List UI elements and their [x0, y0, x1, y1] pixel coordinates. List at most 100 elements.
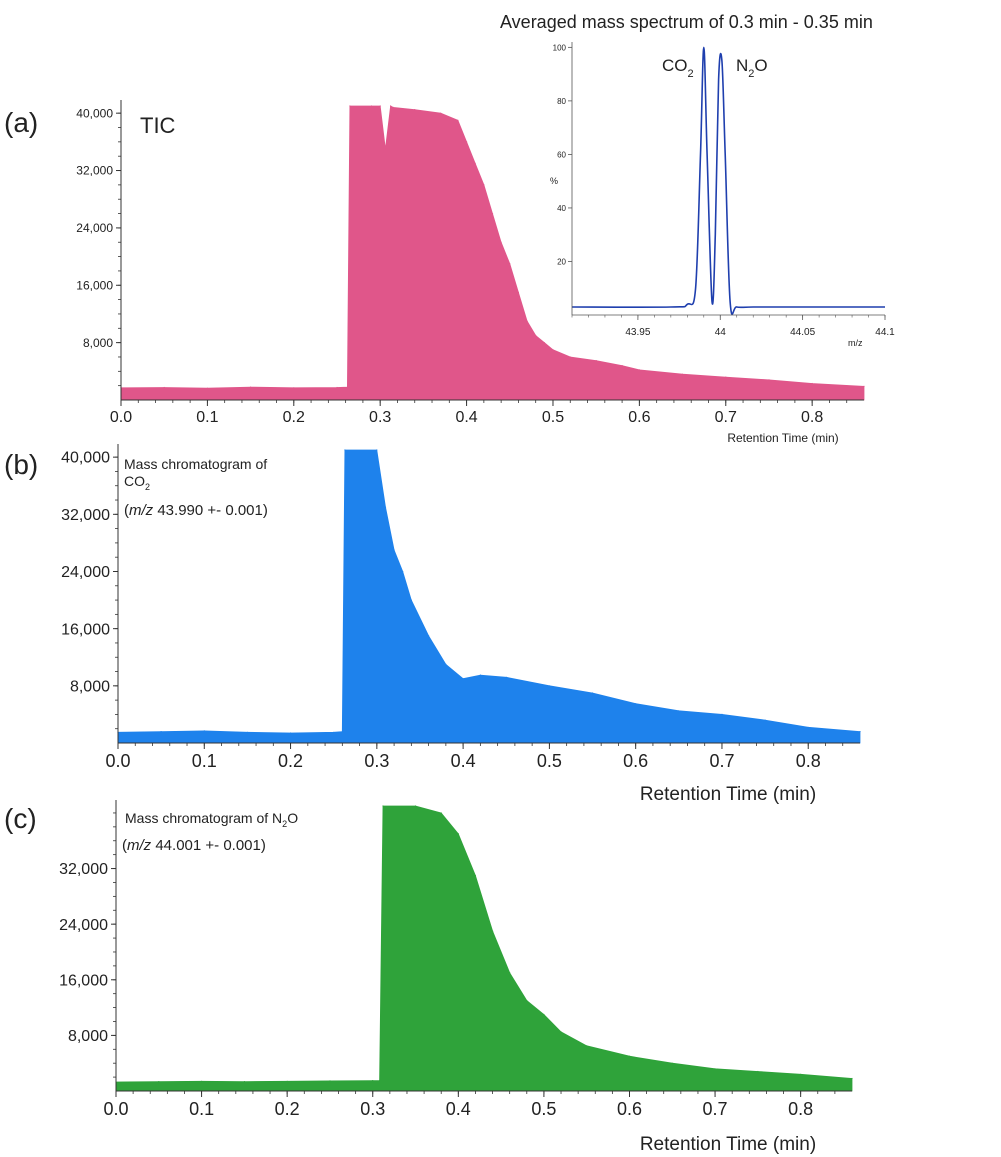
data-point-c-21	[715, 1068, 716, 1069]
inset-x-tick-label-3: 44.1	[875, 327, 895, 338]
data-point-a-3	[250, 387, 251, 388]
x-tick-label-b-5: 0.5	[537, 751, 562, 771]
panel-b-area	[117, 449, 860, 743]
inset-y-tick-label-4: 100	[553, 43, 567, 52]
panel-c-label-line2: (m/z 44.001 +- 0.001)	[122, 837, 266, 854]
data-point-a-34	[812, 383, 813, 384]
data-point-a-9	[380, 105, 381, 106]
y-tick-label-b-0: 8,000	[70, 678, 110, 695]
x-tick-label-a-2: 0.2	[283, 409, 305, 426]
inset-x-tick-label-2: 44.05	[790, 327, 815, 338]
data-point-b-2	[204, 730, 205, 731]
y-tick-label-b-3: 32,000	[61, 507, 110, 524]
panel-b-letter: (b)	[4, 449, 38, 480]
x-tick-label-b-3: 0.3	[364, 751, 389, 771]
data-point-b-1	[161, 731, 162, 732]
data-point-c-14	[509, 972, 510, 973]
inset-title: Averaged mass spectrum of 0.3 min - 0.35…	[500, 12, 873, 32]
data-point-b-6	[342, 731, 343, 732]
y-tick-label-c-2: 24,000	[59, 917, 108, 934]
y-tick-label-b-1: 16,000	[61, 621, 110, 638]
data-point-a-20	[501, 242, 502, 243]
data-point-a-15	[457, 120, 458, 121]
data-point-c-19	[629, 1056, 630, 1057]
x-tick-label-c-6: 0.6	[617, 1099, 642, 1119]
panel-a-letter: (a)	[4, 107, 38, 138]
data-point-a-8	[371, 105, 372, 106]
data-point-a-11	[390, 105, 391, 106]
data-point-b-19	[592, 692, 593, 693]
data-point-a-32	[725, 377, 726, 378]
panel-a-label: TIC	[140, 113, 176, 138]
data-point-a-26	[552, 349, 553, 350]
data-point-b-7	[344, 449, 345, 450]
inset-xlabel: m/z	[848, 338, 863, 348]
panel-c-n2o: (c) Mass chromatogram of N2O (m/z 44.001…	[4, 800, 853, 1155]
data-point-c-10	[441, 812, 442, 813]
data-point-a-10	[385, 148, 386, 149]
data-point-c-7	[379, 1080, 380, 1081]
data-point-a-4	[293, 387, 294, 388]
data-point-b-4	[290, 732, 291, 733]
data-point-a-13	[414, 109, 415, 110]
data-point-b-23	[765, 720, 766, 721]
y-tick-label-a-2: 24,000	[76, 221, 113, 235]
x-tick-label-c-3: 0.3	[360, 1099, 385, 1119]
y-tick-label-c-3: 32,000	[59, 861, 108, 878]
data-point-a-7	[349, 105, 350, 106]
data-point-c-9	[415, 805, 416, 806]
data-point-b-9	[385, 507, 386, 508]
data-point-a-28	[596, 360, 597, 361]
data-point-b-14	[445, 664, 446, 665]
data-point-a-30	[639, 369, 640, 370]
data-point-a-14	[440, 113, 441, 114]
data-point-b-25	[859, 731, 860, 732]
data-point-a-17	[475, 163, 476, 164]
data-point-a-21	[509, 263, 510, 264]
data-point-c-12	[475, 875, 476, 876]
data-point-a-2	[207, 388, 208, 389]
x-tick-label-b-1: 0.1	[192, 751, 217, 771]
x-tick-label-c-7: 0.7	[703, 1099, 728, 1119]
data-point-b-17	[506, 677, 507, 678]
data-point-b-21	[678, 710, 679, 711]
data-point-b-20	[635, 703, 636, 704]
data-point-c-24	[851, 1078, 852, 1079]
data-point-a-29	[622, 365, 623, 366]
data-point-c-5	[329, 1080, 330, 1081]
data-point-a-31	[682, 374, 683, 375]
inset-mass-spectrum: Averaged mass spectrum of 0.3 min - 0.35…	[500, 12, 895, 348]
x-tick-label-a-0: 0.0	[110, 409, 132, 426]
panel-b-co2: (b) 0.0 0.1 0.2 0.3 0.4 0.5 0.6 0.7 0.88,00016,0…	[4, 444, 861, 805]
data-point-a-1	[164, 387, 165, 388]
data-point-a-23	[527, 321, 528, 322]
data-point-a-6	[347, 387, 348, 388]
x-tick-label-a-3: 0.3	[369, 409, 391, 426]
data-point-b-8	[376, 449, 377, 450]
data-point-a-16	[466, 141, 467, 142]
data-point-a-19	[492, 213, 493, 214]
data-point-a-22	[518, 292, 519, 293]
data-point-c-20	[672, 1063, 673, 1064]
data-point-a-35	[863, 386, 864, 387]
inset-y-tick-label-3: 80	[557, 97, 566, 106]
data-point-c-23	[800, 1074, 801, 1075]
x-tick-label-b-7: 0.7	[709, 751, 734, 771]
panel-a-xlabel: Retention Time (min)	[727, 431, 838, 445]
data-point-b-3	[247, 732, 248, 733]
data-point-c-4	[287, 1081, 288, 1082]
inset-y-tick-label-2: 60	[557, 150, 566, 159]
data-point-c-13	[492, 931, 493, 932]
x-tick-label-c-1: 0.1	[189, 1099, 214, 1119]
y-tick-label-a-1: 16,000	[76, 278, 113, 292]
data-point-a-24	[535, 335, 536, 336]
inset-x-tick-label-1: 44	[715, 327, 727, 338]
data-point-c-11	[458, 833, 459, 834]
panel-c-letter: (c)	[4, 803, 37, 834]
inset-y-tick-label-0: 20	[557, 257, 566, 266]
x-tick-label-a-4: 0.4	[455, 409, 477, 426]
x-tick-label-b-0: 0.0	[105, 751, 130, 771]
data-point-a-18	[483, 184, 484, 185]
panel-b-label-line3: (m/z 43.990 +- 0.001)	[124, 502, 268, 519]
